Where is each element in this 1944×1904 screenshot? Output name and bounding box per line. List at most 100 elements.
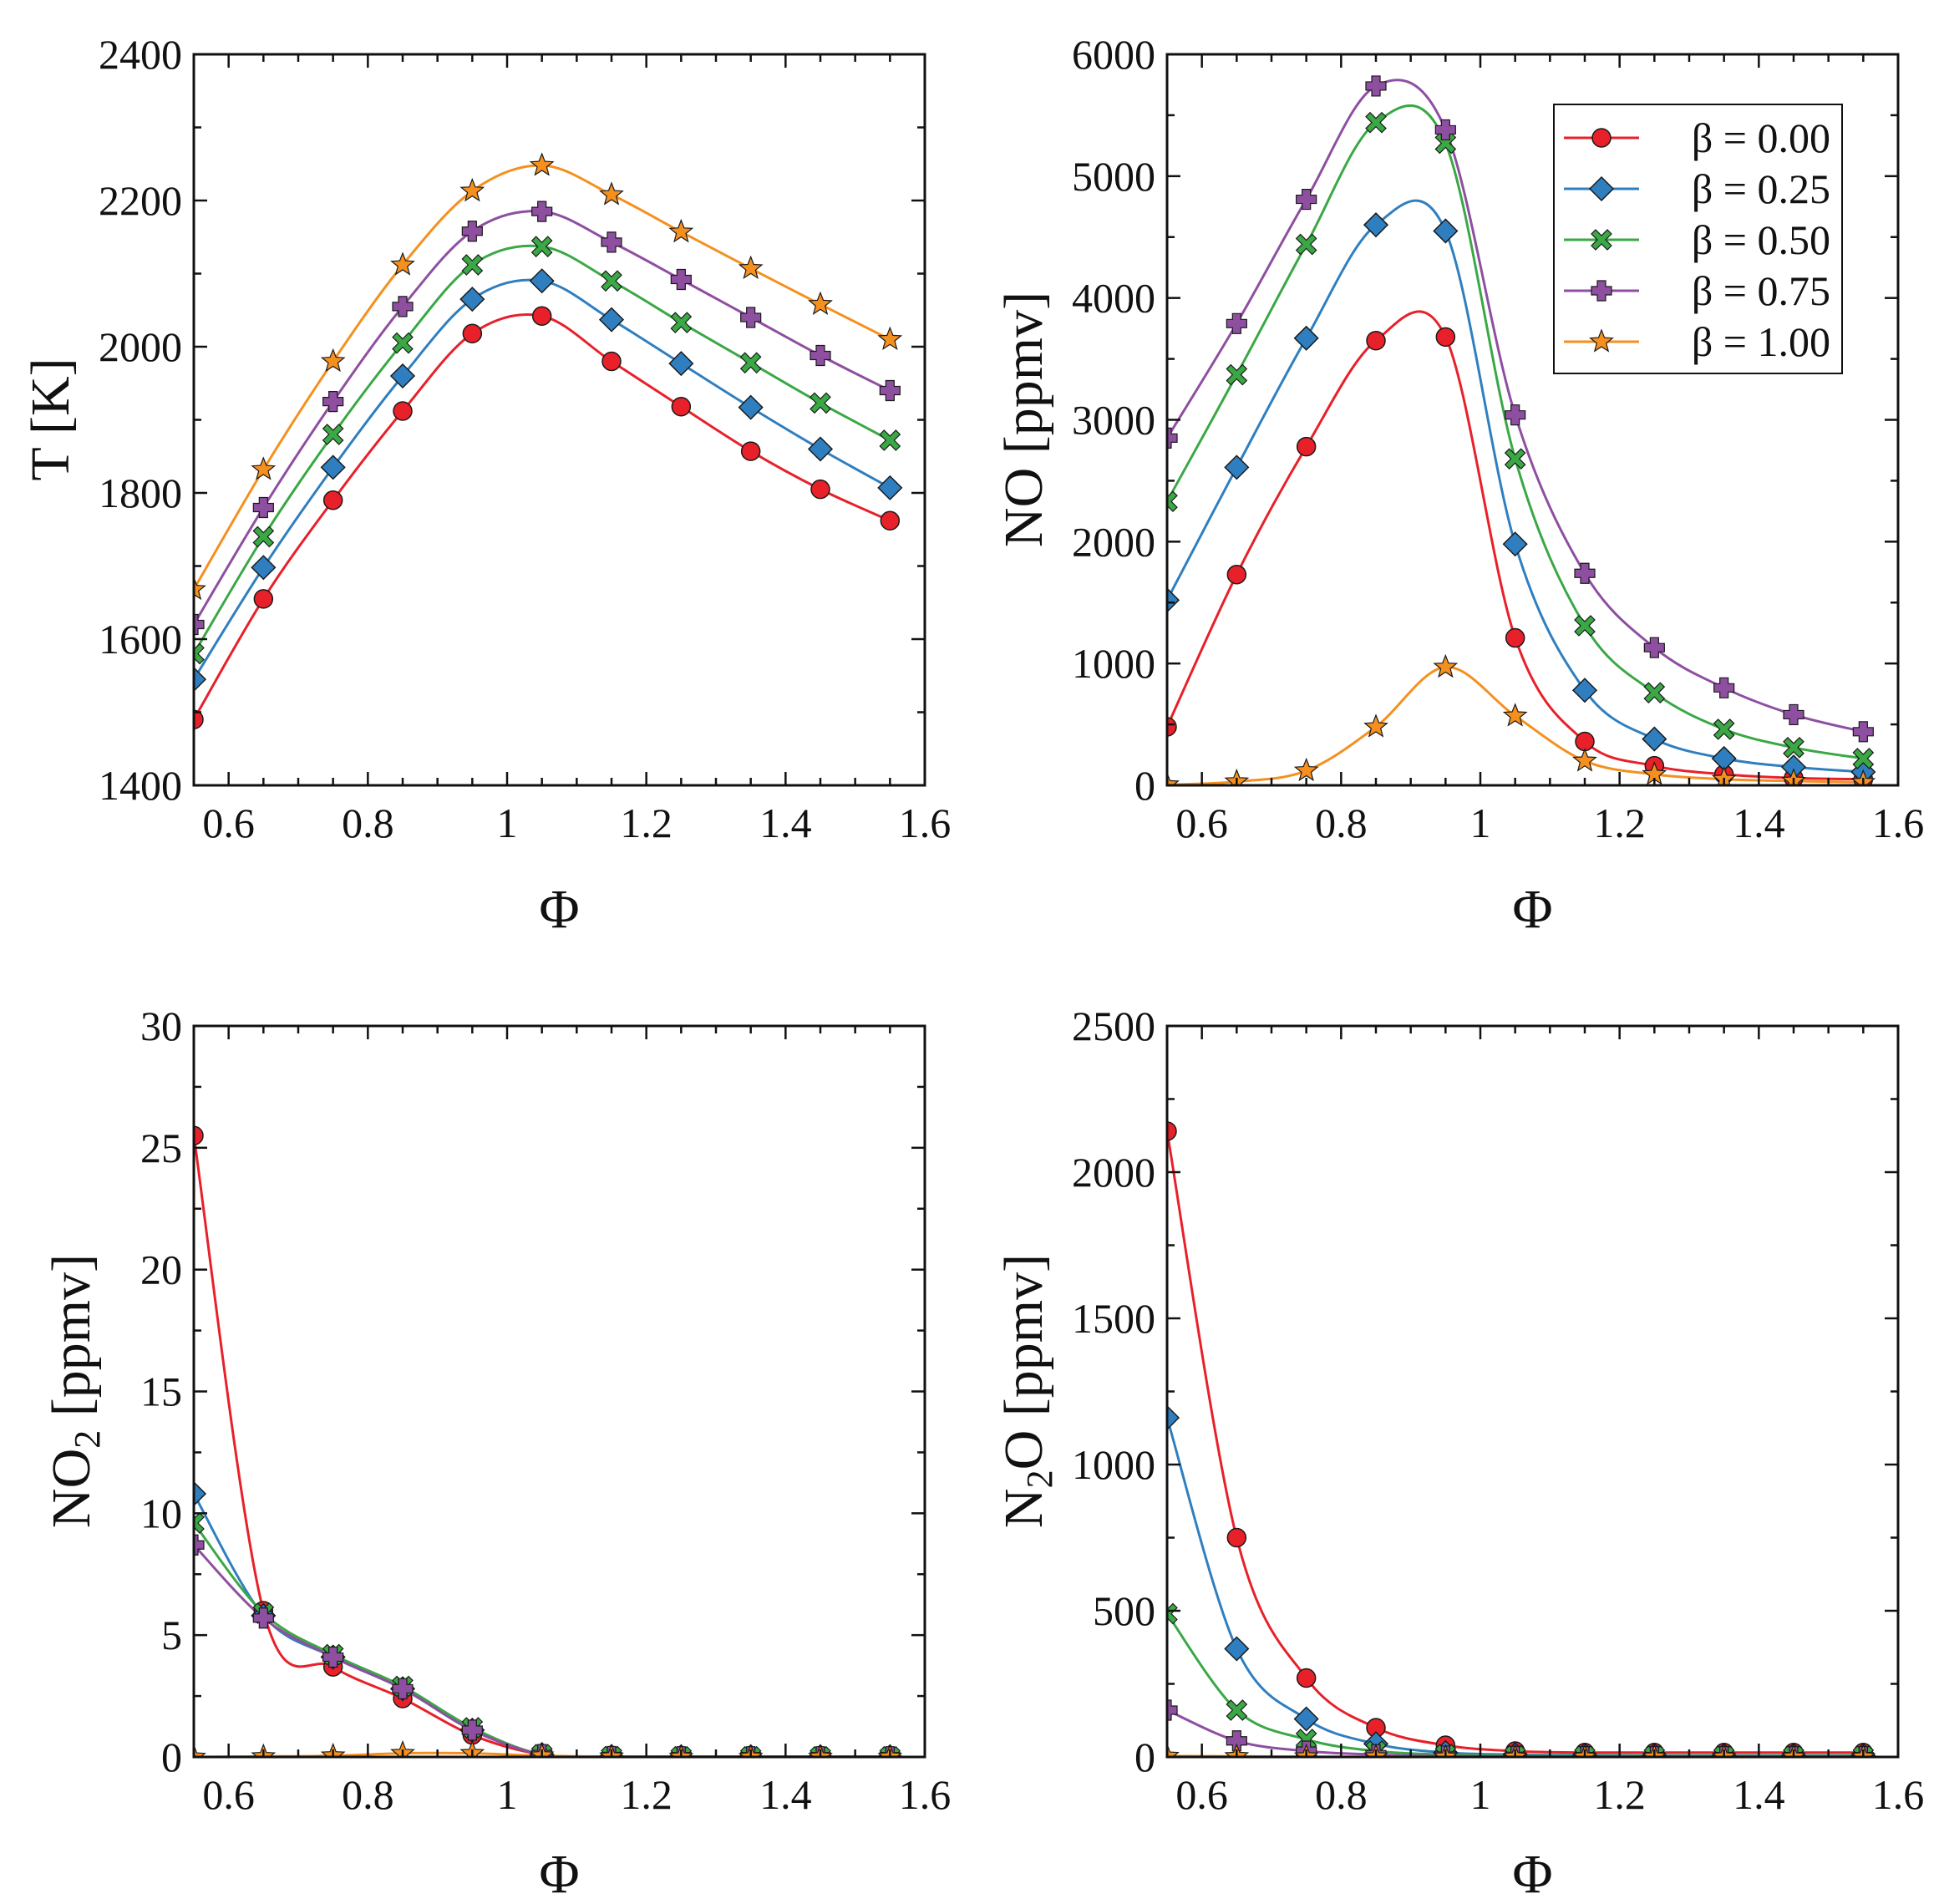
data-point-b075 <box>670 268 692 291</box>
data-point-b075 <box>392 296 414 317</box>
x-tick-label: 1 <box>497 1771 518 1818</box>
y-tick-label: 6000 <box>1072 31 1155 78</box>
x-tick-label: 0.6 <box>202 1771 255 1818</box>
data-point-b075 <box>1296 188 1317 211</box>
data-point-b025 <box>529 268 555 294</box>
x-tick-label: 0.8 <box>342 1771 394 1818</box>
x-axis-label: Φ <box>539 1844 579 1904</box>
data-point-b025 <box>1167 1404 1180 1431</box>
legend-item-b100: β = 1.00 <box>1564 318 1830 365</box>
y-tick-label: 1000 <box>1072 1441 1155 1488</box>
data-point-b000 <box>393 401 413 421</box>
series-markers-b050 <box>1167 111 1875 769</box>
data-point-b000 <box>880 510 901 531</box>
x-tick-label: 1 <box>1470 1771 1491 1818</box>
plot-area <box>1167 75 1876 785</box>
data-point-b050 <box>1365 111 1387 134</box>
y-tick-label: 15 <box>140 1368 182 1415</box>
series-markers-b050 <box>194 236 901 665</box>
data-point-b000 <box>1226 1527 1247 1548</box>
panel-temperature: 0.6 0.8 1 1.2 1.4 1.6 1400 1600 1800 2000 2200 2400… <box>20 31 951 940</box>
x-axis-label: Φ <box>1512 879 1552 940</box>
data-point-b075 <box>194 1534 205 1556</box>
data-point-b100 <box>194 576 206 601</box>
data-point-b100 <box>668 218 694 243</box>
data-point-b050 <box>670 312 693 333</box>
data-point-b025 <box>1224 454 1250 480</box>
data-point-b075 <box>601 231 622 253</box>
data-point-b075 <box>1167 427 1178 449</box>
data-point-b075 <box>1434 119 1456 141</box>
x-tick-label: 1.6 <box>899 800 952 846</box>
x-axis-label: Φ <box>1512 1844 1552 1904</box>
data-point-b050 <box>1852 748 1875 769</box>
y-tick-label: 1400 <box>99 762 182 809</box>
series-markers-b050 <box>194 1512 901 1757</box>
data-point-b075 <box>392 1678 414 1699</box>
data-point-b100 <box>738 255 764 280</box>
legend-label-b100: β = 1.00 <box>1692 318 1830 365</box>
y-axis-label-main: N <box>993 1488 1054 1528</box>
y-axis-label: T [K] <box>20 358 81 480</box>
x-tick-label: 1 <box>497 800 518 846</box>
x-tick-label: 1.2 <box>1593 800 1646 846</box>
data-point-b100 <box>459 177 485 202</box>
data-point-b050 <box>1504 448 1526 470</box>
series-markers-b025 <box>1167 1404 1876 1757</box>
legend-item-b025: β = 0.25 <box>1564 165 1830 212</box>
data-point-b000 <box>1296 436 1317 457</box>
y-axis-label-main: NO <box>41 1449 102 1528</box>
data-point-b075 <box>252 496 274 519</box>
data-point-b025 <box>194 1480 207 1507</box>
data-point-b025 <box>251 555 277 581</box>
legend-label-b000: β = 0.00 <box>1692 114 1830 161</box>
y-tick-label: 30 <box>140 1003 182 1049</box>
legend-label-b075: β = 0.75 <box>1692 267 1830 314</box>
x-tick-label: 0.8 <box>1315 1771 1368 1818</box>
data-point-b050 <box>601 270 622 292</box>
data-point-b075 <box>461 221 483 242</box>
axes-frame <box>192 1024 926 1759</box>
series-line-b075 <box>194 210 891 626</box>
data-point-b025 <box>194 667 207 693</box>
data-point-b100 <box>599 181 624 206</box>
x-axis-label: Φ <box>539 879 579 940</box>
data-point-b025 <box>1293 325 1319 351</box>
data-point-b075 <box>531 201 553 222</box>
data-point-b000 <box>322 490 343 510</box>
data-point-b025 <box>807 436 834 462</box>
x-tick-label: 1.2 <box>620 800 673 846</box>
x-tick-label: 1.4 <box>1733 800 1785 846</box>
y-tick-label: 20 <box>140 1246 182 1293</box>
x-tick-label: 1.4 <box>759 1771 812 1818</box>
plot-area <box>194 1125 903 1757</box>
data-point-b025 <box>1293 1706 1319 1732</box>
data-point-b050 <box>322 424 344 445</box>
legend-item-b075: β = 0.75 <box>1564 267 1830 314</box>
series-markers-b075 <box>194 1534 901 1757</box>
data-point-b100 <box>1781 768 1806 785</box>
y-axis-label-tail: O [ppmv] <box>993 1254 1054 1470</box>
data-point-b075 <box>252 1607 274 1629</box>
y-tick-label: 5 <box>161 1612 182 1658</box>
legend-marker-b050 <box>1591 229 1612 251</box>
data-point-b075 <box>879 379 901 402</box>
data-point-b050 <box>1713 718 1735 740</box>
data-point-b025 <box>1167 587 1180 613</box>
y-tick-label: 1000 <box>1072 640 1155 687</box>
y-tick-label: 4000 <box>1072 275 1155 322</box>
data-point-b050 <box>1574 615 1596 637</box>
series-markers-b000 <box>194 306 901 729</box>
x-tick-label: 0.6 <box>1175 1771 1228 1818</box>
data-point-b050 <box>739 352 762 374</box>
x-tick-label: 1.2 <box>620 1771 673 1818</box>
x-tick-label: 1.6 <box>1872 800 1925 846</box>
legend-item-b000: β = 0.00 <box>1564 114 1830 161</box>
x-tick-label: 1.4 <box>1733 1771 1785 1818</box>
y-tick-label: 1800 <box>99 470 182 516</box>
data-point-b100 <box>251 456 277 480</box>
data-point-b050 <box>194 642 205 665</box>
x-tick-label: 1.4 <box>759 800 812 846</box>
data-point-b050 <box>1226 1699 1248 1721</box>
